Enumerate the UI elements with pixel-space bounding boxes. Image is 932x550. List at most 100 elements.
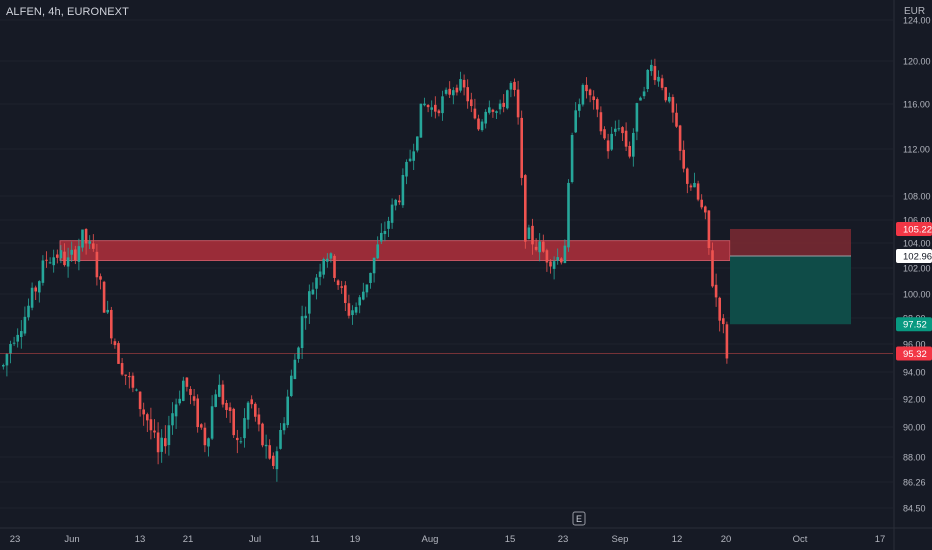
candle xyxy=(452,87,455,105)
candle-body xyxy=(88,241,91,244)
price-axis[interactable]: 84.5086.2688.0090.0092.0094.0096.0098.00… xyxy=(896,16,932,514)
candle-body xyxy=(491,109,495,112)
price-label-box xyxy=(896,249,932,263)
overlays: E xyxy=(0,353,893,526)
candle-body xyxy=(408,158,412,162)
time-axis[interactable]: 23 Jun 13 21 Jul 11 19 Aug 15 23 Sep 12 20 Oct 17 xyxy=(10,534,886,545)
candle xyxy=(16,328,19,348)
candle xyxy=(646,69,649,93)
candle-body xyxy=(466,87,469,102)
candle-body xyxy=(336,280,340,286)
candle xyxy=(477,114,480,131)
candle xyxy=(383,221,387,242)
candle-body xyxy=(419,103,423,138)
candle-body xyxy=(538,241,541,253)
candle-body xyxy=(426,104,430,108)
price-tick-label: 92.00 xyxy=(903,395,926,405)
candle xyxy=(110,306,113,345)
candle xyxy=(84,228,88,255)
candle xyxy=(653,58,657,85)
candle xyxy=(12,336,16,346)
candle-body xyxy=(711,250,714,287)
candle xyxy=(246,400,250,429)
candle-body xyxy=(207,438,210,447)
candle-body xyxy=(20,331,23,338)
candle-body xyxy=(599,112,603,132)
candle xyxy=(513,78,516,97)
candle xyxy=(545,248,549,272)
candle-body xyxy=(498,103,502,110)
candle xyxy=(725,321,729,364)
candle xyxy=(448,81,451,99)
price-tick-label: 100.00 xyxy=(903,290,931,300)
candle xyxy=(254,402,257,422)
candle-body xyxy=(578,104,581,111)
candle-body xyxy=(495,111,498,113)
candle xyxy=(419,103,423,138)
price-tick-label: 116.00 xyxy=(903,100,930,110)
candle xyxy=(106,300,109,315)
candle xyxy=(120,357,124,376)
candle-body xyxy=(621,127,624,134)
candle-body xyxy=(351,310,354,316)
candle xyxy=(423,97,426,107)
candle-body xyxy=(311,289,315,295)
price-tick-label: 124.00 xyxy=(903,16,931,26)
candle xyxy=(326,253,329,268)
candle xyxy=(635,102,639,141)
candle xyxy=(171,402,174,435)
candle-body xyxy=(214,394,217,407)
candle-body xyxy=(502,102,505,107)
candle xyxy=(38,280,41,303)
candle-body xyxy=(275,451,279,470)
candle-body xyxy=(34,287,37,292)
candle xyxy=(225,400,228,418)
candle xyxy=(66,247,70,278)
candle xyxy=(218,374,221,398)
candle-body xyxy=(156,432,160,453)
candle xyxy=(196,394,199,433)
candle-body xyxy=(66,257,70,267)
candle xyxy=(257,407,261,432)
price-tick-label: 120.00 xyxy=(903,57,931,67)
candle xyxy=(718,296,721,332)
candle-body xyxy=(146,414,149,421)
candle-body xyxy=(153,430,156,433)
candle-body xyxy=(340,286,343,288)
candle xyxy=(250,395,253,409)
candle-body xyxy=(9,344,12,354)
candle xyxy=(221,380,225,408)
candle xyxy=(408,149,412,163)
candle xyxy=(610,126,613,152)
candle-body xyxy=(70,249,73,255)
candle xyxy=(5,353,9,377)
candle-body xyxy=(722,318,725,325)
candle xyxy=(300,305,304,360)
candle xyxy=(52,249,55,273)
candle xyxy=(376,236,379,260)
candle-body xyxy=(12,342,16,344)
candle-body xyxy=(484,111,487,124)
candle-body xyxy=(509,83,513,90)
candle xyxy=(567,179,570,252)
candle-body xyxy=(304,315,307,319)
candle-body xyxy=(358,297,361,306)
candle xyxy=(372,257,376,283)
candle xyxy=(686,167,689,194)
candle-body xyxy=(41,260,45,283)
candle-body xyxy=(290,375,293,397)
candle xyxy=(668,92,671,104)
candle-body xyxy=(228,407,232,411)
candle xyxy=(88,235,91,250)
candle-body xyxy=(653,66,657,81)
price-label-box xyxy=(896,317,932,332)
candle-body xyxy=(30,287,34,308)
candle xyxy=(621,126,624,141)
candle xyxy=(192,388,196,406)
candle-body xyxy=(243,418,246,439)
candle xyxy=(243,408,246,448)
candle-body xyxy=(714,284,718,298)
candle-body xyxy=(300,316,304,349)
